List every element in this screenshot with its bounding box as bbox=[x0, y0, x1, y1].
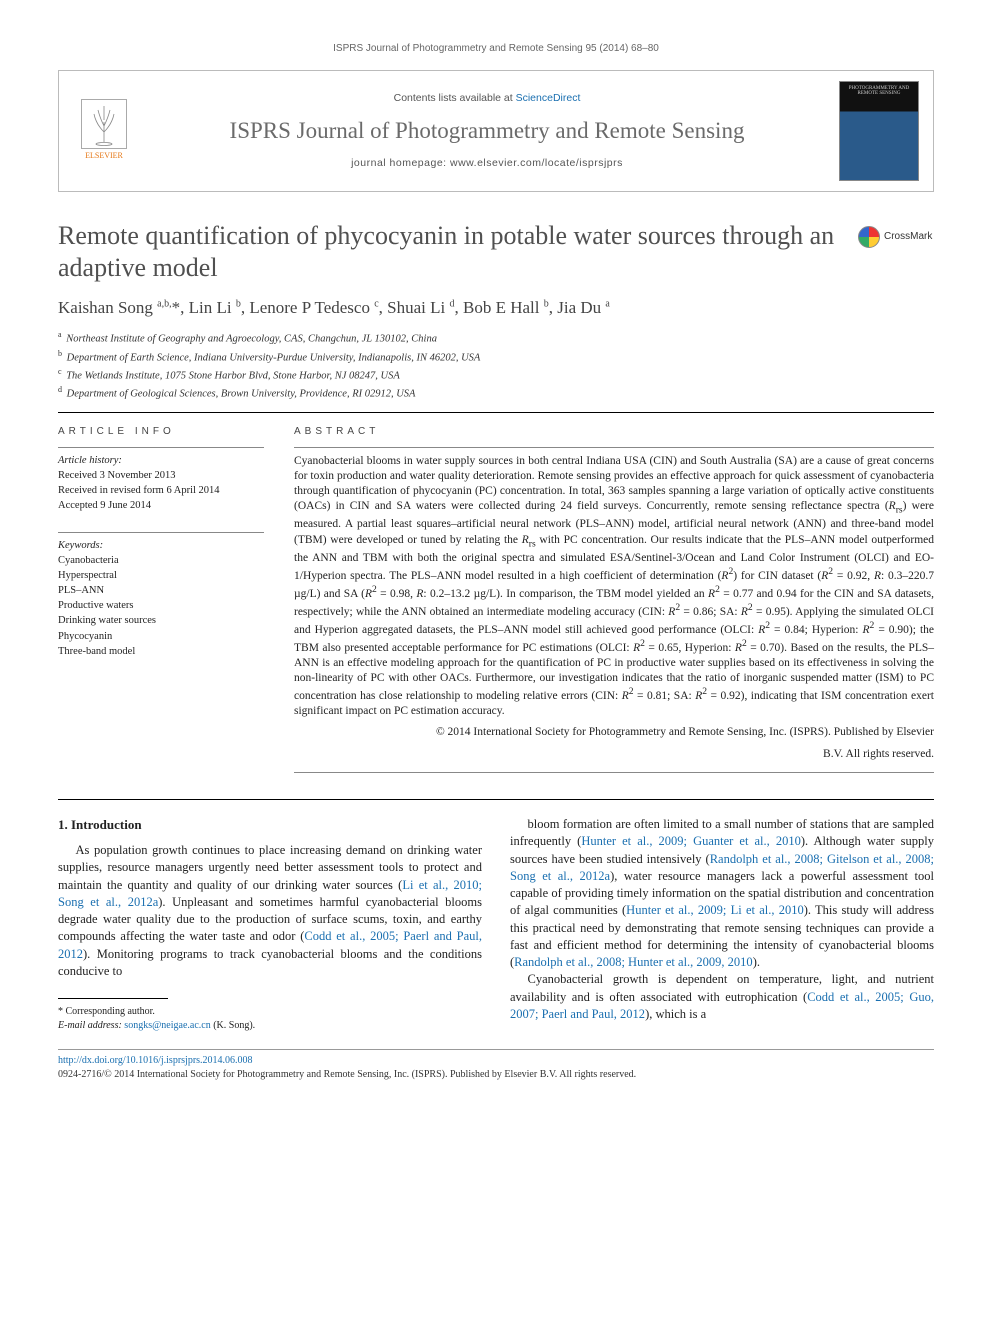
keyword-item: Three-band model bbox=[58, 645, 264, 659]
crossmark-badge[interactable]: CrossMark bbox=[858, 226, 934, 248]
abstract-heading: ABSTRACT bbox=[294, 425, 934, 439]
journal-name: ISPRS Journal of Photogrammetry and Remo… bbox=[149, 115, 825, 146]
contents-prefix: Contents lists available at bbox=[394, 92, 516, 104]
divider-rule bbox=[58, 799, 934, 800]
homepage-prefix: journal homepage: bbox=[351, 157, 450, 169]
keyword-item: Cyanobacteria bbox=[58, 554, 264, 568]
thin-rule bbox=[58, 532, 264, 533]
divider-rule bbox=[58, 412, 934, 413]
cover-thumb-label: PHOTOGRAMMETRY AND REMOTE SENSING bbox=[840, 86, 918, 97]
affiliation-item: b Department of Earth Science, Indiana U… bbox=[58, 348, 934, 366]
keyword-item: Phycocyanin bbox=[58, 630, 264, 644]
journal-cover-thumb: PHOTOGRAMMETRY AND REMOTE SENSING bbox=[839, 81, 919, 181]
affiliation-item: c The Wetlands Institute, 1075 Stone Har… bbox=[58, 366, 934, 384]
keyword-item: Productive waters bbox=[58, 599, 264, 613]
corresponding-author-label: * Corresponding author. bbox=[58, 1005, 482, 1019]
history-label: Article history: bbox=[58, 454, 264, 468]
journal-homepage: journal homepage: www.elsevier.com/locat… bbox=[149, 156, 825, 170]
affiliation-item: a Northeast Institute of Geography and A… bbox=[58, 329, 934, 347]
body-para-3: Cyanobacterial growth is dependent on te… bbox=[510, 971, 934, 1023]
homepage-url[interactable]: www.elsevier.com/locate/isprsjprs bbox=[450, 157, 623, 169]
thin-rule bbox=[58, 447, 264, 448]
copyright-line-2: B.V. All rights reserved. bbox=[294, 747, 934, 763]
received-date: Received 3 November 2013 bbox=[58, 469, 264, 483]
sciencedirect-link[interactable]: ScienceDirect bbox=[516, 92, 581, 104]
elsevier-tree-icon bbox=[81, 99, 127, 149]
author-list: Kaishan Song a,b,*, Lin Li b, Lenore P T… bbox=[58, 297, 934, 320]
affiliation-item: d Department of Geological Sciences, Bro… bbox=[58, 384, 934, 402]
journal-header-box: ELSEVIER Contents lists available at Sci… bbox=[58, 70, 934, 192]
elsevier-logo: ELSEVIER bbox=[73, 95, 135, 167]
footnote-separator bbox=[58, 998, 168, 999]
body-para-1: As population growth continues to place … bbox=[58, 842, 482, 980]
affiliation-list: a Northeast Institute of Geography and A… bbox=[58, 329, 934, 402]
body-para-2: bloom formation are often limited to a s… bbox=[510, 816, 934, 971]
email-suffix: (K. Song). bbox=[213, 1020, 255, 1031]
crossmark-label: CrossMark bbox=[884, 230, 932, 244]
keywords-label: Keywords: bbox=[58, 539, 264, 553]
footnotes: * Corresponding author. E-mail address: … bbox=[58, 1005, 482, 1033]
abstract-col: ABSTRACT Cyanobacterial blooms in water … bbox=[294, 425, 934, 779]
article-info-heading: ARTICLE INFO bbox=[58, 425, 264, 439]
section-heading: 1. Introduction bbox=[58, 816, 482, 834]
keyword-item: Drinking water sources bbox=[58, 614, 264, 628]
thin-rule bbox=[294, 772, 934, 773]
accepted-date: Accepted 9 June 2014 bbox=[58, 499, 264, 513]
keyword-item: Hyperspectral bbox=[58, 569, 264, 583]
doi-block: http://dx.doi.org/10.1016/j.isprsjprs.20… bbox=[58, 1049, 934, 1081]
issn-line: 0924-2716/© 2014 International Society f… bbox=[58, 1069, 636, 1080]
body-columns: 1. Introduction As population growth con… bbox=[58, 816, 934, 1033]
crossmark-icon bbox=[858, 226, 880, 248]
article-info-col: ARTICLE INFO Article history: Received 3… bbox=[58, 425, 264, 779]
abstract-text: Cyanobacterial blooms in water supply so… bbox=[294, 454, 934, 719]
article-title: Remote quantification of phycocyanin in … bbox=[58, 220, 840, 285]
revised-date: Received in revised form 6 April 2014 bbox=[58, 484, 264, 498]
thin-rule bbox=[294, 447, 934, 448]
corresponding-email-link[interactable]: songks@neigae.ac.cn bbox=[124, 1020, 210, 1031]
running-head: ISPRS Journal of Photogrammetry and Remo… bbox=[58, 42, 934, 56]
keyword-item: PLS–ANN bbox=[58, 584, 264, 598]
doi-link[interactable]: http://dx.doi.org/10.1016/j.isprsjprs.20… bbox=[58, 1055, 253, 1066]
contents-available: Contents lists available at ScienceDirec… bbox=[149, 91, 825, 105]
publisher-label: ELSEVIER bbox=[85, 151, 123, 162]
email-label: E-mail address: bbox=[58, 1020, 122, 1031]
copyright-line-1: © 2014 International Society for Photogr… bbox=[294, 725, 934, 741]
